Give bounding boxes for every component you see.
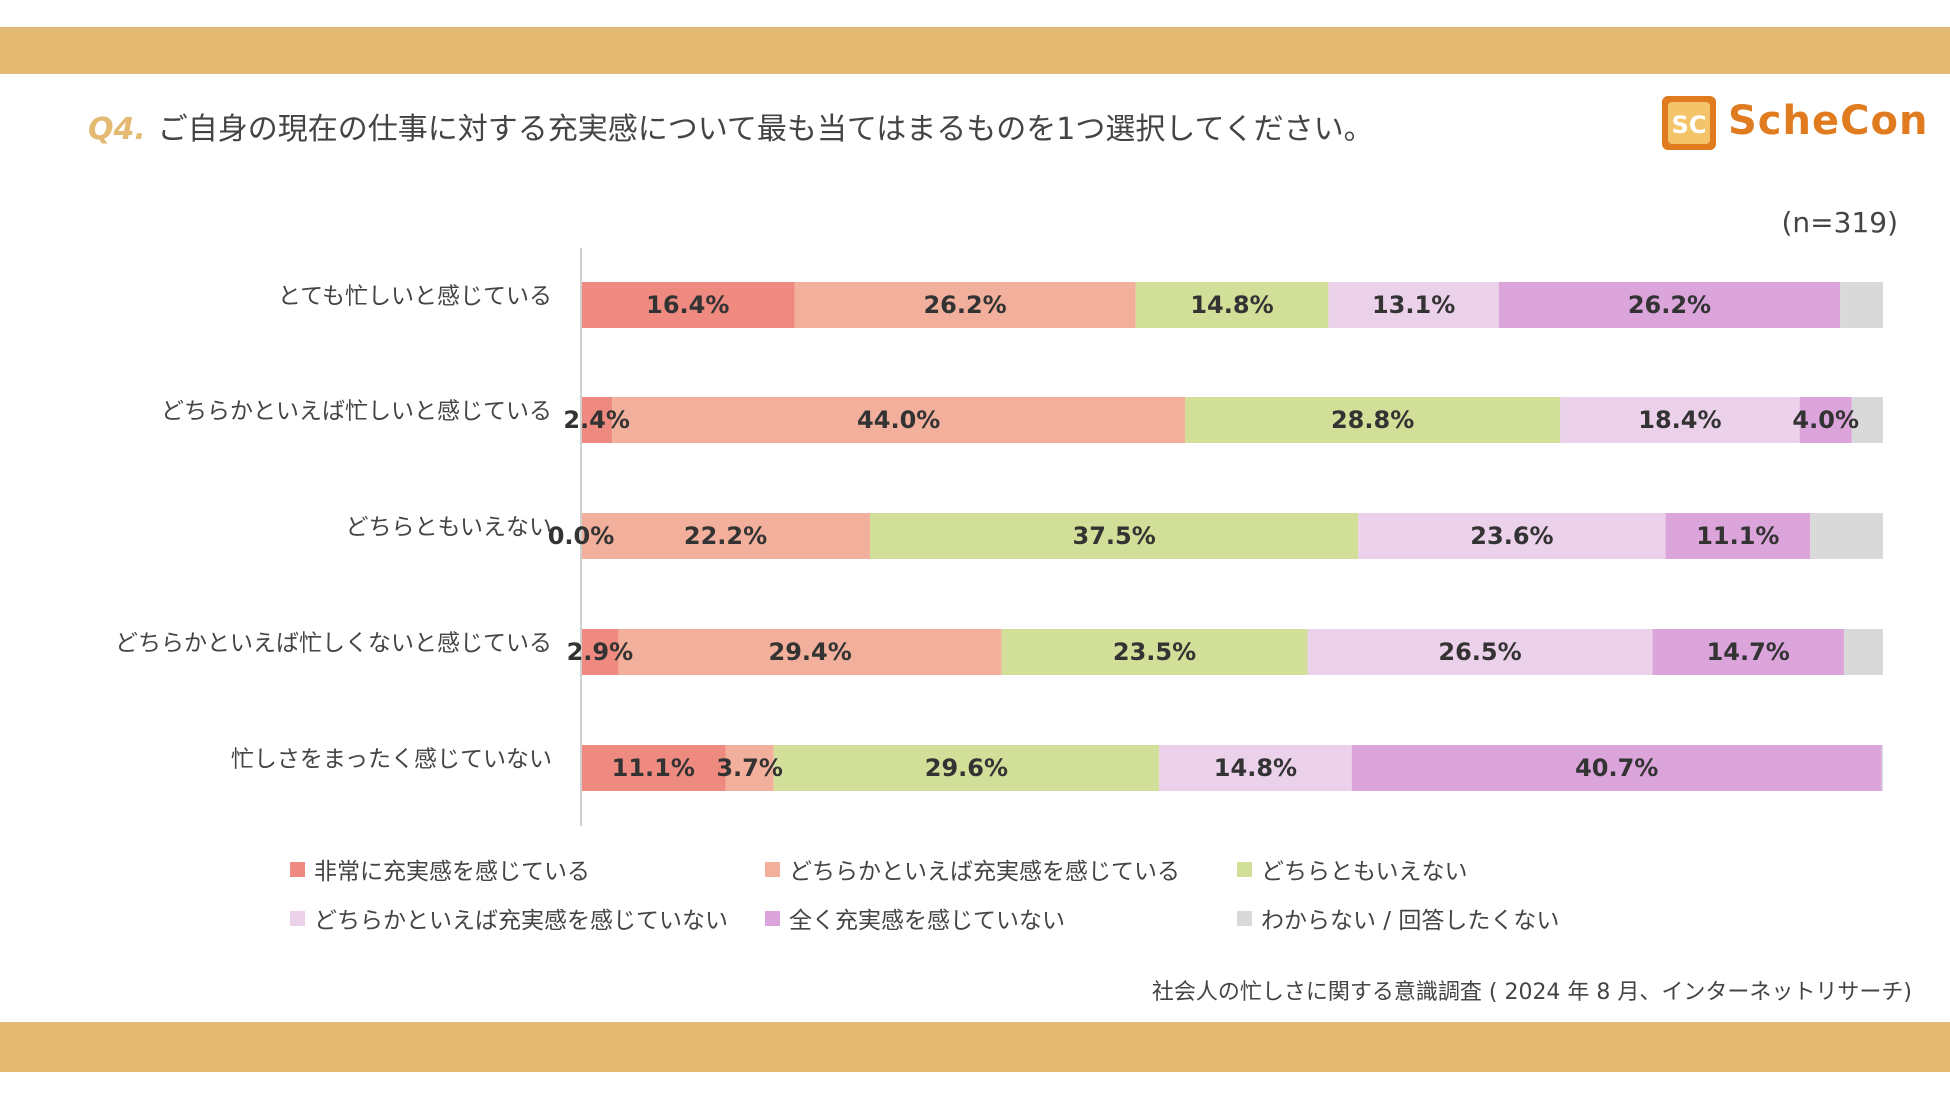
bar-segment [1881, 745, 1883, 791]
data-label: 14.8% [1190, 291, 1273, 319]
chart-legend: 非常に充実感を感じている どちらかといえば充実感を感じている どちらともいえないどち… [290, 852, 1690, 952]
category-label: 忙しさをまったく感じていない [231, 747, 552, 773]
category-label: どちらかといえば忙しいと感じている [161, 399, 552, 425]
bar-segment [870, 513, 1359, 559]
top-band [0, 27, 1950, 74]
data-label: 2.4% [563, 406, 630, 434]
bar-segment [1351, 745, 1882, 791]
bar-segment [1185, 397, 1561, 443]
data-label: 22.2% [684, 522, 767, 550]
legend-label: どちらかといえば充実感を感じている [789, 859, 1180, 885]
legend-swatch [765, 861, 780, 877]
bar-segment [1799, 397, 1852, 443]
data-label: 3.7% [716, 754, 783, 782]
legend-label: どちらかといえば充実感を感じていない [314, 908, 728, 934]
data-label: 26.5% [1438, 638, 1521, 666]
data-label: 11.1% [1696, 522, 1779, 550]
schecon-logo: SC ScheCon [1660, 94, 1927, 158]
bar-segment [581, 745, 726, 791]
bar-segment [581, 629, 619, 675]
source-note: 社会人の忙しさに関する意識調査 ( 2024 年 8 月、インターネットリサーチ… [1151, 980, 1912, 1005]
legend-swatch [290, 861, 305, 877]
bar-segment [1001, 629, 1308, 675]
question-title: Q4. ご自身の現在の仕事に対する充実感について最も当てはまるものを1つ選択してく… [88, 104, 1374, 148]
data-label: 40.7% [1575, 754, 1658, 782]
legend-swatch [1237, 910, 1252, 926]
logo-text: ScheCon [1728, 98, 1929, 144]
bar-segment [1159, 745, 1352, 791]
legend-item: 全く充実感を感じていない [765, 901, 1065, 935]
bar-segment [1135, 282, 1329, 328]
bar-segment [581, 397, 613, 443]
bar-segment [1560, 397, 1800, 443]
legend-label: どちらともいえない [1261, 859, 1468, 885]
legend-label: 非常に充実感を感じている [314, 859, 590, 885]
bar-segment [773, 745, 1160, 791]
data-label: 14.8% [1214, 754, 1297, 782]
bar-segment [1840, 282, 1883, 328]
bar-segment [618, 629, 1002, 675]
bar-segment [725, 745, 774, 791]
data-label: 29.6% [925, 754, 1008, 782]
legend-swatch [765, 910, 780, 926]
bar-segment [1665, 513, 1811, 559]
data-label: 11.1% [612, 754, 695, 782]
sample-size-label: (n=319) [1781, 206, 1899, 239]
bar-segment [1843, 629, 1883, 675]
legend-item: 非常に充実感を感じている [290, 852, 590, 886]
data-label: 18.4% [1638, 406, 1721, 434]
legend-item: どちらかといえば充実感を感じていない [290, 901, 728, 935]
logo-mark-text: SC [1672, 111, 1707, 139]
data-label: 26.2% [1628, 291, 1711, 319]
bar-segment [1328, 282, 1499, 328]
data-label: 16.4% [646, 291, 729, 319]
bar-segment [1307, 629, 1653, 675]
data-label: 26.2% [923, 291, 1006, 319]
bar-segment [1810, 513, 1883, 559]
legend-label: わからない / 回答したくない [1261, 908, 1560, 934]
bar-segment [794, 282, 1136, 328]
data-label: 28.8% [1331, 406, 1414, 434]
category-label: どちらかといえば忙しくないと感じている [115, 631, 552, 657]
bottom-band [0, 1022, 1950, 1072]
bar-segment [1652, 629, 1844, 675]
bar-segment [612, 397, 1186, 443]
schecon-logo-icon: SC [1662, 96, 1716, 150]
data-label: 2.9% [567, 638, 634, 666]
data-label: 14.7% [1707, 638, 1790, 666]
data-label: 23.6% [1470, 522, 1553, 550]
data-label: 23.5% [1113, 638, 1196, 666]
legend-item: どちらともいえない [1237, 852, 1468, 886]
bar-segment [1498, 282, 1841, 328]
bar-segment [1851, 397, 1883, 443]
legend-label: 全く充実感を感じていない [789, 908, 1065, 934]
category-label: どちらともいえない [345, 515, 552, 541]
data-label: 44.0% [857, 406, 940, 434]
category-label: とても忙しいと感じている [278, 284, 552, 310]
data-label: 29.4% [769, 638, 852, 666]
question-text: ご自身の現在の仕事に対する充実感について最も当てはまるものを1つ選択してください… [157, 112, 1374, 147]
data-label: 13.1% [1372, 291, 1455, 319]
legend-swatch [290, 910, 305, 926]
data-label: 4.0% [1792, 406, 1859, 434]
question-number: Q4. [88, 112, 146, 147]
legend-swatch [1237, 861, 1252, 877]
bar-segment [1358, 513, 1666, 559]
data-label: 37.5% [1073, 522, 1156, 550]
bar-segment [581, 282, 795, 328]
legend-item: わからない / 回答したくない [1237, 901, 1559, 935]
bar-segment [581, 513, 871, 559]
data-label: 0.0% [548, 522, 615, 550]
legend-item: どちらかといえば充実感を感じている [765, 852, 1180, 886]
